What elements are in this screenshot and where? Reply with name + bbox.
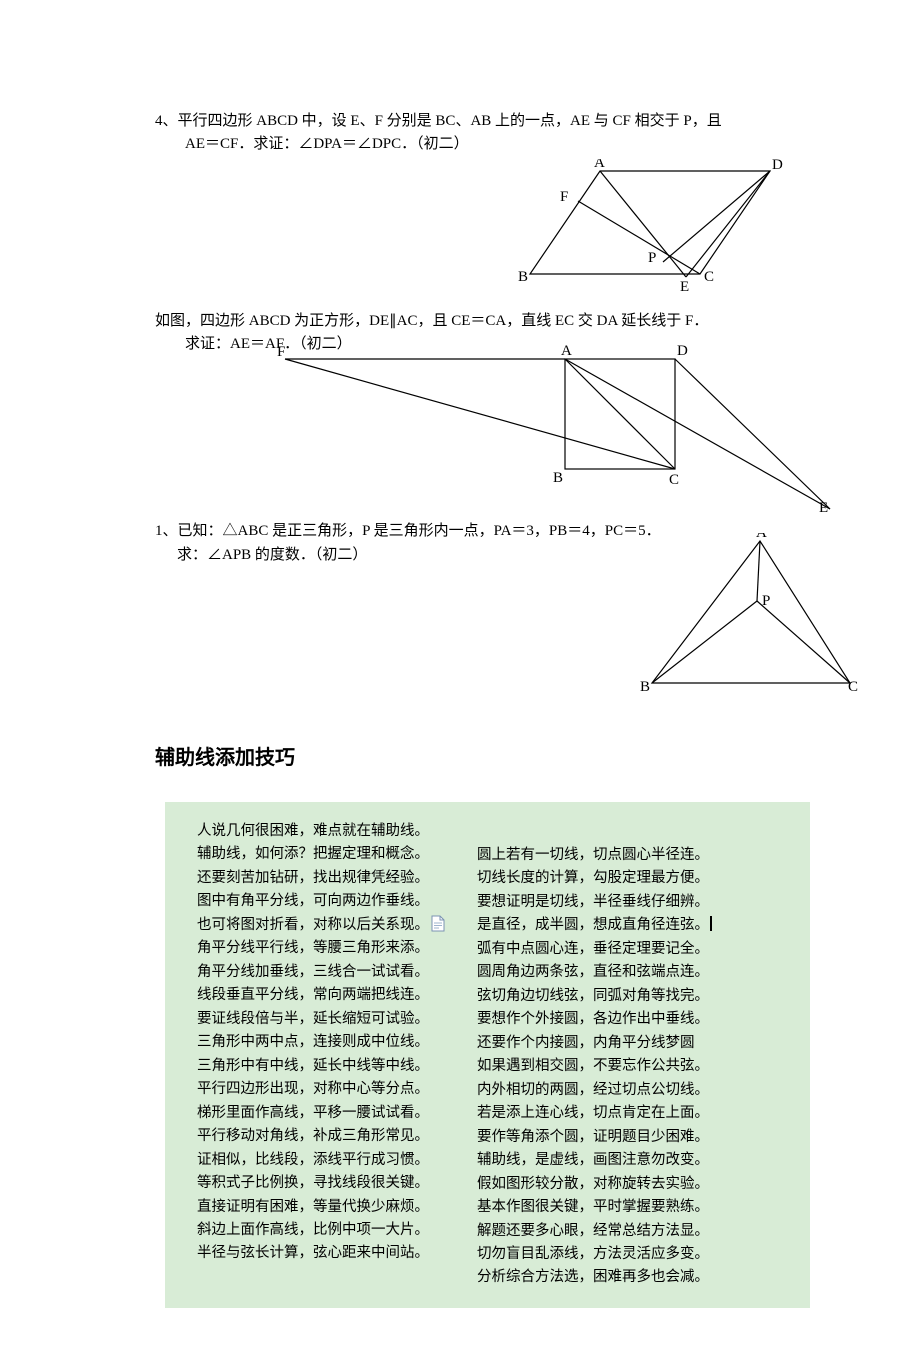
poem-right-line: 弦切角边切线弦，同弧对角等找完。 — [477, 985, 757, 1008]
poem-column-left: 人说几何很困难，难点就在辅助线。辅助线，如何添？把握定理和概念。还要刻苦加钻研，… — [197, 820, 477, 1290]
svg-text:B: B — [640, 679, 650, 693]
svg-text:C: C — [704, 269, 714, 285]
problem-1-line1: 1、已知：△ABC 是正三角形，P 是三角形内一点，PA＝3，PB＝4，PC＝5… — [155, 523, 661, 539]
poem-left-line: 辅助线，如何添？把握定理和概念。 — [197, 843, 477, 866]
svg-text:D: D — [772, 159, 783, 173]
poem-right-line: 还要作个内接圆，内角平分线梦圆 — [477, 1032, 757, 1055]
poem-right-line: 圆周角边两条弦，直径和弦端点连。 — [477, 961, 757, 984]
problem-4: 4、平行四边形 ABCD 中，设 E、F 分别是 BC、AB 上的一点，AE 与… — [155, 110, 790, 157]
poem-right-line: 要想证明是切线，半径垂线仔细辨。 — [477, 891, 757, 914]
poem-left-line: 人说几何很困难，难点就在辅助线。 — [197, 820, 477, 843]
poem-right-line: 要想作个外接圆，各边作出中垂线。 — [477, 1008, 757, 1031]
poem-left-line: 还要刻苦加钻研，找出规律凭经验。 — [197, 867, 477, 890]
svg-text:E: E — [819, 500, 828, 514]
svg-text:A: A — [594, 159, 605, 171]
poem-right-line: 分析综合方法选，困难再多也会减。 — [477, 1266, 757, 1289]
poem-right-line: 圆上若有一切线，切点圆心半径连。 — [477, 844, 757, 867]
poem-right-line: 如果遇到相交圆，不要忘作公共弦。 — [477, 1055, 757, 1078]
poem-right-line: 切勿盲目乱添线，方法灵活应多变。 — [477, 1243, 757, 1266]
poem-left-line: 三角形中有中线，延长中线等中线。 — [197, 1055, 477, 1078]
poem-left-line: 直接证明有困难，等量代换少麻烦。 — [197, 1196, 477, 1219]
problem-square-line1: 如图，四边形 ABCD 为正方形，DE∥AC，且 CE＝CA，直线 EC 交 D… — [155, 313, 708, 329]
poem-box: 人说几何很困难，难点就在辅助线。辅助线，如何添？把握定理和概念。还要刻苦加钻研，… — [165, 802, 810, 1308]
poem-right-line: 要作等角添个圆，证明题目少困难。 — [477, 1126, 757, 1149]
poem-left-line: 等积式子比例换，寻找线段很关键。 — [197, 1172, 477, 1195]
poem-right-line: 假如图形较分散，对称旋转去实验。 — [477, 1173, 757, 1196]
figure-triangle: A B C P — [640, 533, 860, 693]
figure-square-container: F A D B C E — [155, 362, 790, 532]
poem-right-line: 切线长度的计算，勾股定理最方便。 — [477, 867, 757, 890]
svg-text:F: F — [277, 344, 285, 360]
poem-left-line: 角平分线加垂线，三线合一试试看。 — [197, 961, 477, 984]
problem-4-line2: AE＝CF．求证：∠DPA＝∠DPC．（初二） — [155, 133, 790, 156]
problem-4-line1: 4、平行四边形 ABCD 中，设 E、F 分别是 BC、AB 上的一点，AE 与… — [155, 113, 722, 129]
svg-text:B: B — [518, 269, 528, 285]
svg-text:A: A — [561, 344, 572, 359]
svg-text:P: P — [648, 250, 656, 266]
poem-right-line: 基本作图很关键，平时掌握要熟练。 — [477, 1196, 757, 1219]
poem-left-line: 斜边上面作高线，比例中项一大片。 — [197, 1219, 477, 1242]
figure-parallelogram: A D B C F E P — [510, 159, 790, 294]
svg-text:P: P — [762, 593, 770, 609]
poem-left-line: 三角形中两中点，连接则成中位线。 — [197, 1031, 477, 1054]
poem-left-line: 要证线段倍与半，延长缩短可试验。 — [197, 1008, 477, 1031]
poem-left-line: 平行四边形出现，对称中心等分点。 — [197, 1078, 477, 1101]
svg-text:D: D — [677, 344, 688, 359]
poem-left-line: 角平分线平行线，等腰三角形来添。 — [197, 937, 477, 960]
svg-text:C: C — [848, 679, 858, 693]
poem-left-line: 图中有角平分线，可向两边作垂线。 — [197, 890, 477, 913]
figure-triangle-container: A B C P — [155, 573, 790, 723]
document-page: 4、平行四边形 ABCD 中，设 E、F 分别是 BC、AB 上的一点，AE 与… — [0, 0, 920, 1368]
svg-text:B: B — [553, 470, 563, 486]
poem-left-line: 半径与弦长计算，弦心距来中间站。 — [197, 1242, 477, 1265]
poem-right-line: 内外相切的两圆，经过切点公切线。 — [477, 1079, 757, 1102]
svg-text:E: E — [680, 279, 689, 294]
figure-parallelogram-container: A D B C F E P — [155, 159, 790, 302]
svg-text:F: F — [560, 189, 568, 205]
poem-left-line: 梯形里面作高线，平移一腰试试看。 — [197, 1102, 477, 1125]
svg-text:C: C — [669, 472, 679, 488]
figure-square: F A D B C E — [275, 344, 835, 514]
section-title: 辅助线添加技巧 — [155, 743, 790, 774]
poem-right-line: 辅助线，是虚线，画图注意勿改变。 — [477, 1149, 757, 1172]
poem-column-right: 圆上若有一切线，切点圆心半径连。切线长度的计算，勾股定理最方便。要想证明是切线，… — [477, 820, 757, 1290]
poem-left-line: 证相似，比线段，添线平行成习惯。 — [197, 1149, 477, 1172]
poem-right-line: 弧有中点圆心连，垂径定理要记全。 — [477, 938, 757, 961]
poem-right-line: 是直径，成半圆，想成直角径连弦。 — [477, 914, 757, 937]
document-icon — [431, 915, 445, 932]
text-cursor — [710, 916, 712, 931]
poem-right-line: 解题还要多心眼，经常总结方法显。 — [477, 1220, 757, 1243]
svg-text:A: A — [756, 533, 767, 541]
poem-left-line: 也可将图对折看，对称以后关系现。 — [197, 914, 477, 937]
poem-left-line: 平行移动对角线，补成三角形常见。 — [197, 1125, 477, 1148]
poem-right-line: 若是添上连心线，切点肯定在上面。 — [477, 1102, 757, 1125]
poem-left-line: 线段垂直平分线，常向两端把线连。 — [197, 984, 477, 1007]
